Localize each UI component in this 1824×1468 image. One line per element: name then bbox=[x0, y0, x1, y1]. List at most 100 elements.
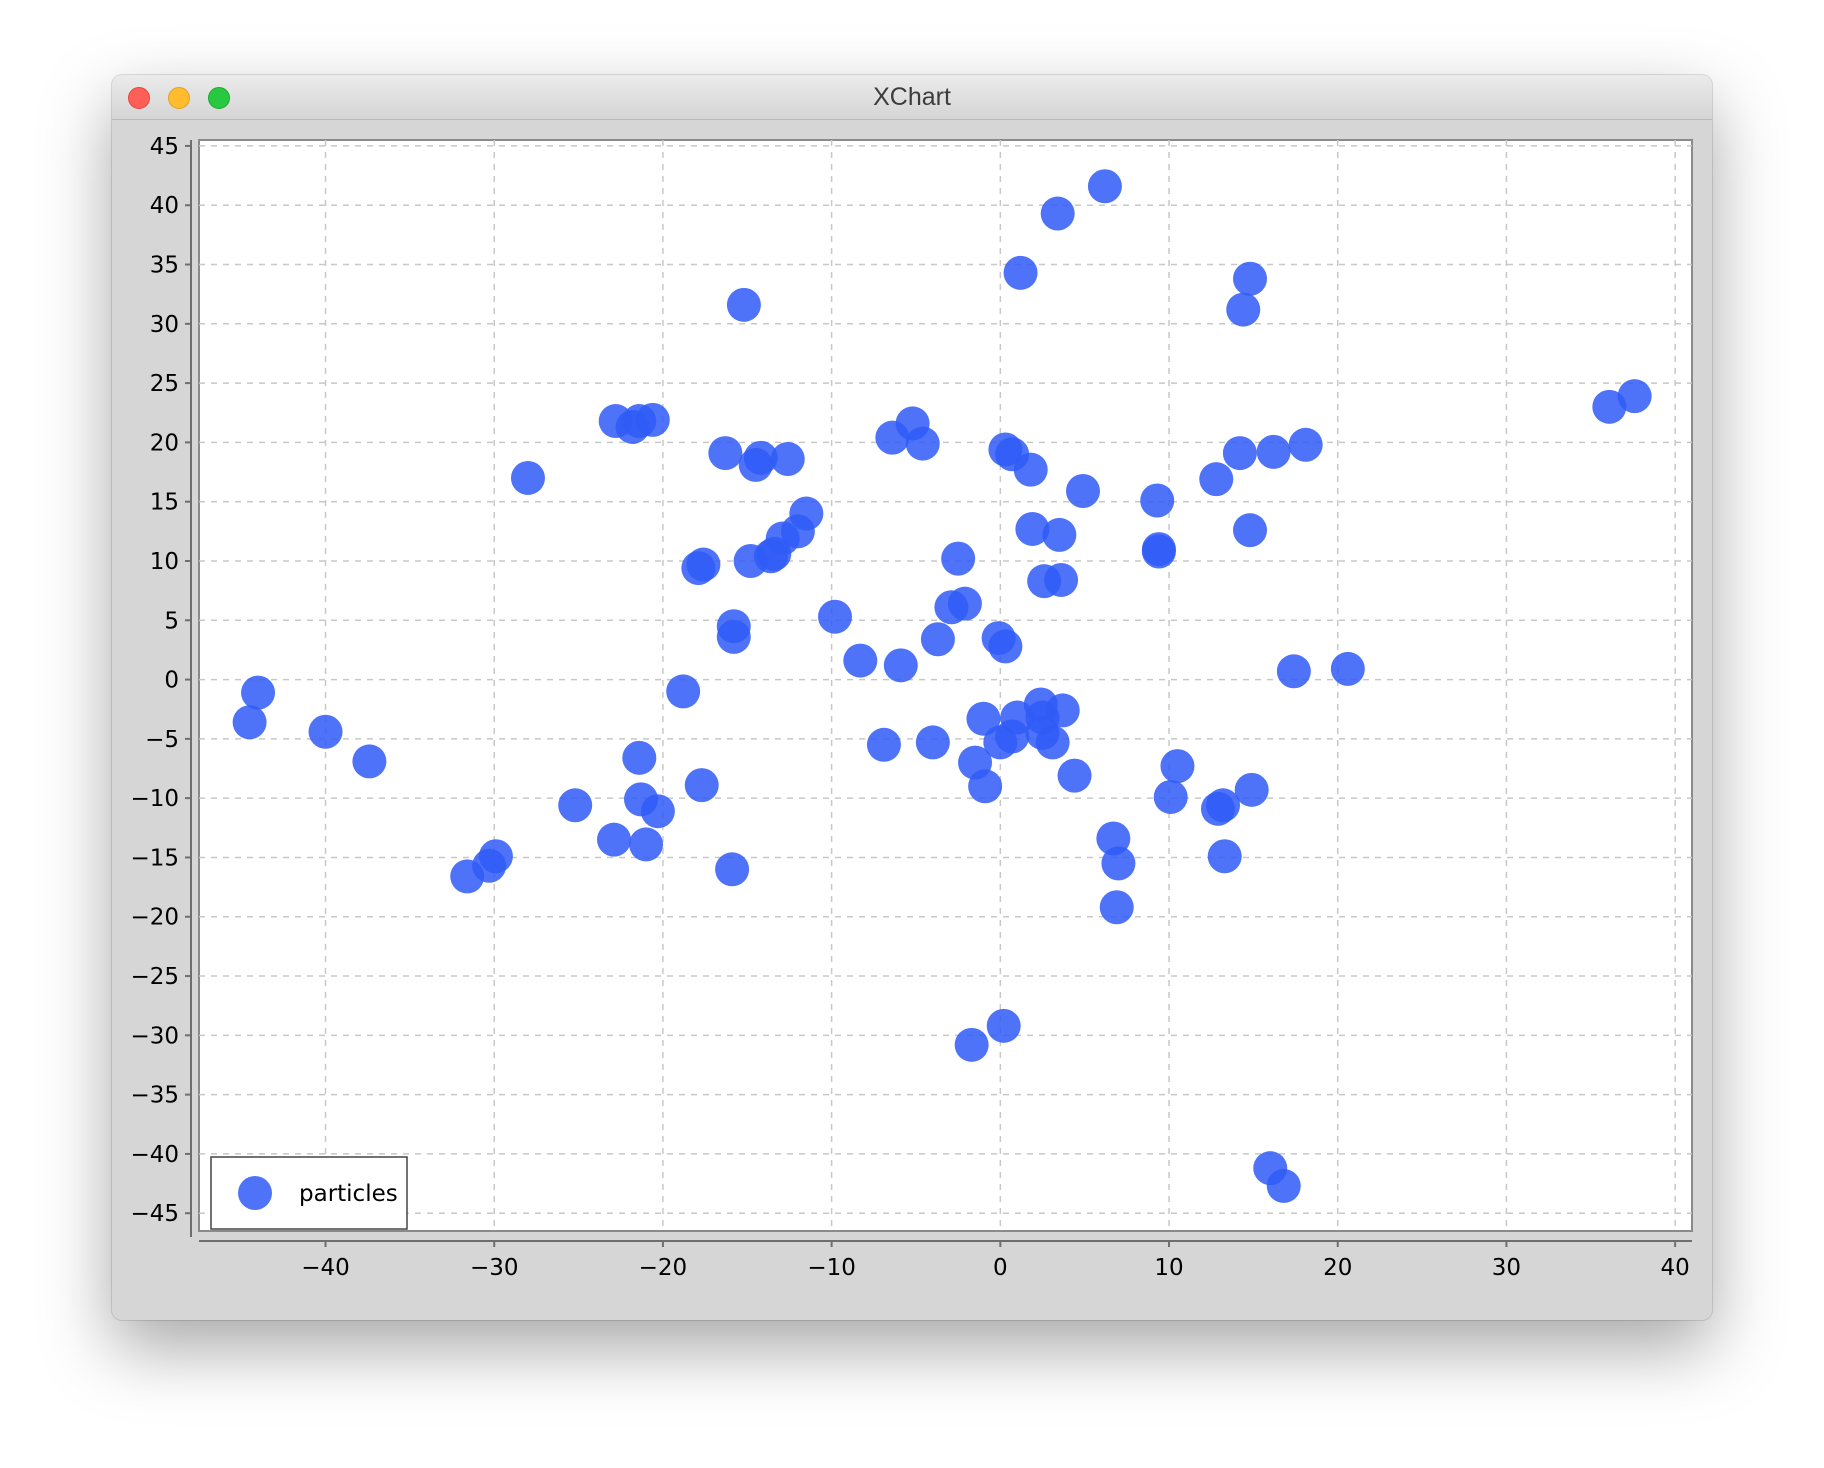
scatter-point bbox=[947, 586, 982, 621]
y-tick-label: 5 bbox=[164, 608, 179, 634]
title-bar[interactable]: XChart bbox=[112, 75, 1712, 120]
scatter-point bbox=[726, 287, 761, 322]
scatter-point bbox=[1101, 846, 1136, 881]
scatter-point bbox=[1617, 379, 1652, 414]
legend-label: particles bbox=[299, 1181, 398, 1207]
y-tick-label: −20 bbox=[130, 905, 179, 931]
close-window-button[interactable] bbox=[128, 87, 150, 109]
scatter-point bbox=[1233, 513, 1268, 548]
scatter-point bbox=[1153, 779, 1188, 814]
plot-area bbox=[198, 139, 1693, 1232]
scatter-point bbox=[1065, 474, 1100, 509]
scatter-point bbox=[770, 441, 805, 476]
scatter-point bbox=[716, 619, 751, 654]
scatter-point bbox=[1160, 749, 1195, 784]
scatter-point bbox=[622, 740, 657, 775]
scatter-point bbox=[738, 447, 773, 482]
scatter-point bbox=[510, 460, 545, 495]
scatter-point bbox=[818, 599, 853, 634]
scatter-point bbox=[915, 725, 950, 760]
scatter-point bbox=[1256, 434, 1291, 469]
scatter-point bbox=[1045, 693, 1080, 728]
scatter-point bbox=[966, 701, 1001, 736]
scatter-point bbox=[715, 852, 750, 887]
scatter-point bbox=[1330, 651, 1365, 686]
y-tick-label: 40 bbox=[150, 193, 179, 219]
scatter-point bbox=[1044, 562, 1079, 597]
scatter-point bbox=[883, 648, 918, 683]
x-tick-label: −30 bbox=[470, 1255, 519, 1281]
y-tick-label: 0 bbox=[164, 668, 179, 694]
axes: 45 40 35 30 25 20 15 10 5 0 −5 −10 −15 −20 −25 −30 −35 −4… bbox=[130, 134, 1692, 1281]
scatter-point bbox=[681, 551, 716, 586]
x-tick-label: −20 bbox=[639, 1255, 688, 1281]
scatter-point bbox=[1233, 261, 1268, 296]
scatter-point bbox=[1222, 436, 1257, 471]
scatter-point bbox=[1276, 654, 1311, 689]
scatter-point bbox=[1199, 462, 1234, 497]
legend: particles bbox=[210, 1156, 408, 1230]
scatter-point bbox=[988, 629, 1023, 664]
scatter-point bbox=[1234, 772, 1269, 807]
x-tick-label: 30 bbox=[1492, 1255, 1521, 1281]
scatter-point bbox=[941, 541, 976, 576]
y-tick-label: −10 bbox=[130, 786, 179, 812]
scatter-point bbox=[954, 1027, 989, 1062]
scatter-point bbox=[1003, 255, 1038, 290]
scatter-point bbox=[1057, 758, 1092, 793]
scatter-point bbox=[905, 426, 940, 461]
legend-marker bbox=[238, 1176, 272, 1210]
y-tick-label: 45 bbox=[150, 134, 179, 160]
y-tick-label: 35 bbox=[150, 253, 179, 279]
x-tick-label: 40 bbox=[1660, 1255, 1689, 1281]
minimize-window-button[interactable] bbox=[168, 87, 190, 109]
scatter-point bbox=[635, 402, 670, 437]
scatter-point bbox=[1206, 788, 1241, 823]
x-tick-label: 0 bbox=[993, 1255, 1008, 1281]
y-tick-label: −45 bbox=[130, 1201, 179, 1227]
scatter-point bbox=[1087, 169, 1122, 204]
scatter-point bbox=[478, 839, 513, 874]
y-tick-label: 15 bbox=[150, 490, 179, 516]
scatter-point bbox=[1226, 292, 1261, 327]
scatter-point bbox=[1140, 483, 1175, 518]
y-tick-label: 30 bbox=[150, 312, 179, 338]
scatter-point bbox=[597, 822, 632, 857]
scatter-point bbox=[1266, 1168, 1301, 1203]
scatter-point bbox=[1207, 839, 1242, 874]
scatter-point bbox=[920, 622, 955, 657]
x-tick-label: −40 bbox=[301, 1255, 350, 1281]
scatter-point bbox=[1288, 427, 1323, 462]
x-tick-label: 20 bbox=[1323, 1255, 1352, 1281]
scatter-point bbox=[1013, 452, 1048, 487]
scatter-point bbox=[558, 788, 593, 823]
y-tick-label: −25 bbox=[130, 964, 179, 990]
scatter-point bbox=[1141, 534, 1176, 569]
scatter-point bbox=[986, 1008, 1021, 1043]
y-tick-label: −40 bbox=[130, 1142, 179, 1168]
y-tick-label: 10 bbox=[150, 549, 179, 575]
scatter-point bbox=[308, 714, 343, 749]
zoom-window-button[interactable] bbox=[208, 87, 230, 109]
y-tick-label: 25 bbox=[150, 371, 179, 397]
scatter-point bbox=[1042, 517, 1077, 552]
y-tick-label: 20 bbox=[150, 430, 179, 456]
scatter-point bbox=[843, 643, 878, 678]
scatter-point bbox=[866, 727, 901, 762]
scatter-point bbox=[1035, 725, 1070, 760]
window-title: XChart bbox=[873, 83, 951, 111]
y-tick-label: −15 bbox=[130, 845, 179, 871]
scatter-point bbox=[629, 827, 664, 862]
scatter-point bbox=[640, 794, 675, 829]
scatter-point bbox=[232, 705, 267, 740]
scatter-point bbox=[684, 768, 719, 803]
scatter-point bbox=[241, 675, 276, 710]
y-tick-label: −5 bbox=[145, 727, 179, 753]
x-tick-label: −10 bbox=[807, 1255, 856, 1281]
scatter-point bbox=[352, 744, 387, 779]
scatter-point bbox=[1099, 890, 1134, 925]
scatter-point bbox=[666, 674, 701, 709]
scatter-point bbox=[968, 769, 1003, 804]
y-tick-label: −35 bbox=[130, 1083, 179, 1109]
scatter-point bbox=[1015, 511, 1050, 546]
